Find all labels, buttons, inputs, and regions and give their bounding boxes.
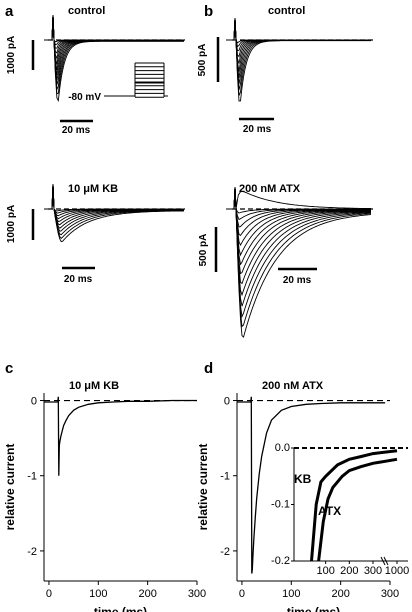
panel-a-top-time-scale-label: 20 ms bbox=[62, 125, 91, 136]
panel-d-plot: 0 -1 -2 0 100 200 300 time (ms) relative current… bbox=[196, 380, 409, 612]
y-tick-label: -1 bbox=[27, 471, 37, 483]
current-trace bbox=[44, 14, 184, 103]
y-axis-label: relative current bbox=[3, 444, 17, 531]
current-trace bbox=[226, 186, 371, 285]
panel-label-c: c bbox=[5, 360, 13, 377]
inset-x-tick-label: 300 bbox=[364, 565, 382, 577]
panel-label-d: d bbox=[204, 360, 213, 377]
inset-series-line bbox=[310, 449, 398, 562]
inset-background bbox=[294, 448, 408, 561]
inset-x-tick-label: 200 bbox=[340, 565, 358, 577]
current-trace bbox=[226, 186, 372, 307]
x-tick-label: 300 bbox=[188, 588, 206, 600]
panel-a-bottom-traces bbox=[44, 183, 185, 243]
inset-x-tick-label: 100 bbox=[316, 565, 334, 577]
panel-a-bottom-current-scale-label: 1000 pA bbox=[6, 205, 17, 243]
protocol-step bbox=[104, 82, 168, 97]
inset-y-tick-label: 0.0 bbox=[275, 442, 290, 454]
series-line bbox=[44, 396, 197, 476]
plot-title: 200 nM ATX bbox=[262, 380, 324, 392]
panel-b-bottom-current-scale-label: 500 pA bbox=[198, 234, 209, 267]
panel-a-title-top: control bbox=[68, 5, 105, 17]
current-trace bbox=[226, 186, 371, 266]
current-trace bbox=[226, 17, 371, 44]
x-tick-label: 100 bbox=[282, 588, 300, 600]
panel-label-b: b bbox=[204, 3, 213, 20]
inset-y-tick-label: -0.2 bbox=[271, 555, 290, 567]
current-trace bbox=[226, 17, 371, 96]
inset-series-label-kb: KB bbox=[294, 472, 312, 486]
inset-y-tick-label: -0.1 bbox=[271, 499, 290, 511]
panel-a-top-traces bbox=[44, 14, 184, 103]
y-axis-label: relative current bbox=[196, 444, 210, 531]
y-tick-label: 0 bbox=[224, 396, 230, 408]
x-tick-label: 0 bbox=[46, 588, 52, 600]
current-trace bbox=[226, 186, 371, 275]
panel-label-a: a bbox=[5, 3, 14, 20]
current-trace bbox=[226, 17, 371, 72]
panel-a: a control 1000 pA 20 ms -80 mV 10 μM KB … bbox=[5, 3, 185, 285]
x-tick-label: 300 bbox=[381, 588, 399, 600]
x-tick-label: 0 bbox=[239, 588, 245, 600]
x-axis-label: time (ms) bbox=[287, 605, 340, 612]
current-trace bbox=[226, 186, 372, 319]
current-trace bbox=[44, 14, 184, 43]
panel-b-top-traces bbox=[226, 17, 371, 102]
panel-b-title-top: control bbox=[268, 5, 305, 17]
inset-axis-break bbox=[383, 556, 389, 566]
y-tick-label: -1 bbox=[220, 471, 230, 483]
panel-b: b control 500 pA 20 ms 200 nM ATX 500 pA… bbox=[197, 3, 374, 338]
panel-b-title-bottom: 200 nM ATX bbox=[239, 183, 301, 195]
current-trace bbox=[226, 186, 371, 297]
inset-series-line bbox=[317, 457, 398, 562]
x-axis-label: time (ms) bbox=[94, 605, 147, 612]
voltage-protocol-icon bbox=[104, 62, 168, 98]
panel-c-plot: 0 -1 -2 0 100 200 300 time (ms) relative current… bbox=[3, 380, 206, 612]
y-tick-label: -2 bbox=[220, 546, 230, 558]
y-tick-label: 0 bbox=[31, 396, 37, 408]
x-tick-label: 200 bbox=[331, 588, 349, 600]
current-trace bbox=[226, 17, 371, 102]
plot-title: 10 μM KB bbox=[69, 380, 119, 392]
current-trace bbox=[234, 191, 371, 210]
y-tick-label: -2 bbox=[27, 546, 37, 558]
inset-series-label-atx: ATX bbox=[318, 504, 341, 518]
protocol-holding-label: -80 mV bbox=[68, 92, 101, 103]
current-trace bbox=[226, 186, 372, 328]
x-tick-label: 100 bbox=[89, 588, 107, 600]
x-tick-label: 200 bbox=[138, 588, 156, 600]
panel-a-title-bottom: 10 μM KB bbox=[68, 183, 118, 195]
current-trace bbox=[226, 186, 372, 338]
panel-a-top-current-scale-label: 1000 pA bbox=[6, 36, 17, 74]
panel-b-bottom-time-scale-label: 20 ms bbox=[283, 275, 312, 286]
panel-a-bottom-time-scale-label: 20 ms bbox=[64, 274, 93, 285]
inset-x-tick-label: 1000 bbox=[385, 565, 409, 577]
current-trace bbox=[44, 183, 185, 243]
panel-b-top-time-scale-label: 20 ms bbox=[243, 124, 272, 135]
series-line bbox=[237, 396, 386, 574]
inset-axis-break bbox=[380, 556, 386, 566]
panel-b-bottom-traces bbox=[226, 186, 372, 338]
panel-b-top-current-scale-label: 500 pA bbox=[197, 44, 208, 77]
